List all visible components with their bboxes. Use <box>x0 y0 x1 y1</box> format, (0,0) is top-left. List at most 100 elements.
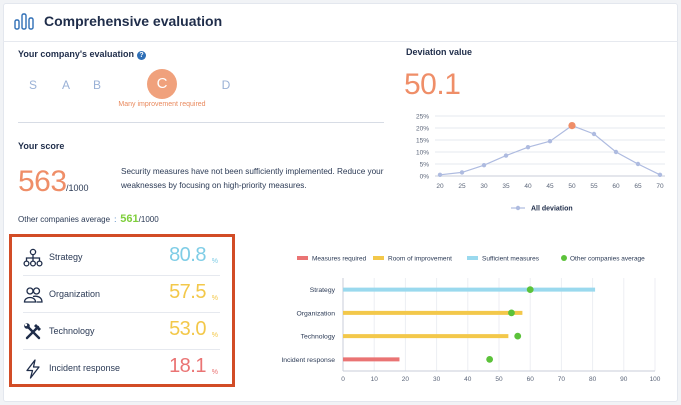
grade-d: D <box>221 78 231 92</box>
others-average-value: 561 <box>120 213 139 225</box>
bar-chart-icon <box>14 13 34 30</box>
category-name: Strategy <box>49 252 83 262</box>
x-tick-label: 80 <box>589 376 597 383</box>
evaluation-card <box>3 3 678 402</box>
category-unit: % <box>211 369 218 376</box>
others-average: Other companies average:561/1000 <box>18 213 159 225</box>
x-tick-label: 55 <box>590 183 598 190</box>
x-tick-label: 90 <box>620 376 628 383</box>
category-label: Organization <box>296 310 335 317</box>
legend-swatch <box>297 256 308 260</box>
category-highlight-box: Strategy 80.8 % Organization 57.5 % Tech… <box>9 234 235 387</box>
data-point <box>481 163 487 168</box>
y-tick-label: 20% <box>416 126 429 133</box>
people-icon <box>23 287 43 303</box>
data-point <box>525 145 531 150</box>
category-row-strategy[interactable]: Strategy 80.8 % <box>23 240 220 276</box>
x-tick-label: 70 <box>558 376 566 383</box>
others-average-point <box>486 355 494 363</box>
category-unit: % <box>211 295 218 302</box>
x-tick-label: 60 <box>612 183 620 190</box>
x-tick-label: 20 <box>402 376 410 383</box>
legend-label: Room of improvement <box>388 256 452 263</box>
x-tick-label: 25 <box>458 183 466 190</box>
x-tick-label: 70 <box>656 183 664 190</box>
bar <box>343 310 523 315</box>
grade-b: B <box>92 78 101 92</box>
category-name: Organization <box>49 289 101 299</box>
grade-c-current: C <box>147 69 177 99</box>
x-tick-label: 100 <box>650 376 661 383</box>
header-divider <box>3 41 678 42</box>
header: Comprehensive evaluation <box>14 12 222 30</box>
legend-label: All deviation <box>531 206 573 213</box>
category-value: 53.0 <box>169 318 206 340</box>
data-point <box>657 172 663 177</box>
lightning-icon <box>26 359 40 379</box>
org-chart-icon <box>23 248 43 267</box>
evaluation-title: Your company's evaluation? <box>18 49 147 60</box>
bar <box>343 287 596 292</box>
bar <box>343 357 400 362</box>
deviation-value: 50.1 <box>404 68 461 101</box>
data-point <box>591 131 597 137</box>
legend-swatch <box>373 256 384 260</box>
evaluation-divider <box>18 122 384 123</box>
x-tick-label: 35 <box>502 183 510 190</box>
category-label: Incident response <box>281 357 335 364</box>
others-average-label: Other companies average <box>18 215 111 224</box>
x-tick-label: 50 <box>495 376 503 383</box>
others-average-colon: : <box>114 215 117 224</box>
grade-s: S <box>28 78 37 92</box>
x-tick-label: 10 <box>371 376 379 383</box>
highlight-point <box>568 122 576 130</box>
page-title: Comprehensive evaluation <box>44 13 223 29</box>
category-label: Strategy <box>310 287 336 294</box>
data-point <box>613 149 619 155</box>
category-value: 80.8 <box>169 244 206 266</box>
score-value: 563 <box>18 165 67 198</box>
legend-label: Measures required <box>312 256 367 263</box>
data-point <box>635 161 641 167</box>
x-tick-label: 65 <box>634 183 642 190</box>
help-icon[interactable]: ? <box>137 51 147 60</box>
x-tick-label: 20 <box>436 183 444 190</box>
deviation-title: Deviation value <box>406 47 473 57</box>
category-name: Incident response <box>49 363 121 373</box>
category-bar-chart: Measures required Room of improvement Suff… <box>281 255 661 383</box>
evaluation-title-text: Your company's evaluation <box>18 49 135 59</box>
category-label: Technology <box>301 334 336 341</box>
category-value: 18.1 <box>169 355 206 377</box>
score-message: Security measures have not been sufficie… <box>121 167 384 190</box>
legend-marker <box>515 205 521 211</box>
deviation-line-chart: 0% 5% 10% 15% 20% 25% 20 25 30 35 40 45 50 55 60 65 70 Al… <box>416 114 665 213</box>
y-tick-label: 0% <box>420 174 430 181</box>
category-name: Technology <box>49 326 95 336</box>
data-point <box>503 153 509 158</box>
x-tick-label: 30 <box>433 376 441 383</box>
category-unit: % <box>211 332 218 339</box>
tools-icon <box>24 323 41 340</box>
others-average-point <box>526 286 534 294</box>
legend-swatch <box>467 256 478 260</box>
legend-label: Sufficient measures <box>482 256 540 263</box>
category-row-incident-response[interactable]: Incident response 18.1 % <box>23 351 220 387</box>
category-row-organization[interactable]: Organization 57.5 % <box>23 277 220 313</box>
x-tick-label: 50 <box>568 183 576 190</box>
score-title: Your score <box>18 141 65 151</box>
data-point <box>459 170 465 175</box>
data-point <box>547 139 553 144</box>
score-max: /1000 <box>66 183 89 193</box>
x-tick-label: 0 <box>341 376 345 383</box>
y-tick-label: 15% <box>416 138 429 145</box>
category-unit: % <box>211 258 218 265</box>
legend-marker <box>561 255 567 261</box>
others-average-point <box>508 309 515 317</box>
series-line <box>439 124 661 176</box>
category-row-technology[interactable]: Technology 53.0 % <box>23 314 220 350</box>
x-tick-label: 40 <box>524 183 532 190</box>
bar <box>343 334 509 339</box>
others-average-max: /1000 <box>138 215 159 224</box>
x-tick-label: 45 <box>546 183 554 190</box>
grade-description: Many improvement required <box>118 101 206 108</box>
